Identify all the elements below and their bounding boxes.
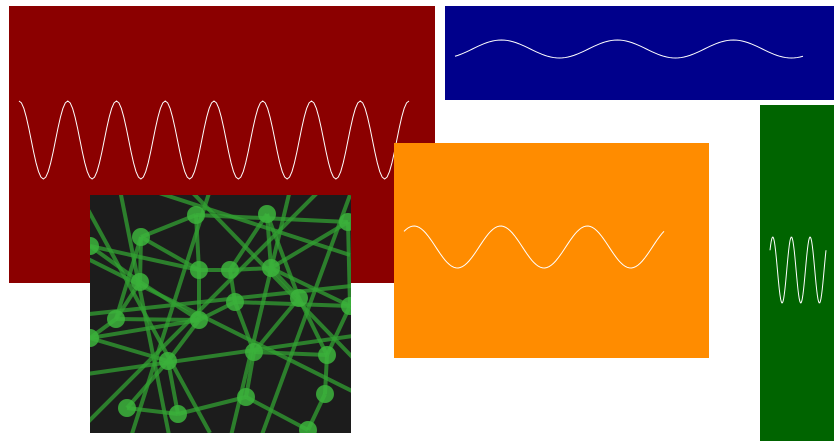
network-edge: [140, 213, 197, 239]
network-node: [90, 237, 99, 255]
network-node: [299, 421, 317, 433]
network-edge: [158, 195, 351, 257]
network-edge: [138, 280, 201, 322]
network-node: [118, 399, 136, 417]
network-node: [245, 343, 263, 361]
network-graph: [90, 195, 351, 433]
network-edge: [253, 350, 328, 357]
network-edge: [265, 213, 301, 299]
network-node: [237, 388, 255, 406]
green-sine-wave: [769, 236, 827, 304]
network-node: [169, 405, 187, 423]
network-node: [132, 228, 150, 246]
network-edge: [90, 244, 200, 272]
red-sine-wave: [18, 100, 410, 180]
network-edge: [192, 195, 351, 359]
network-node: [339, 213, 351, 231]
network-edge: [269, 220, 350, 270]
network-node: [131, 273, 149, 291]
network-edge: [260, 195, 351, 433]
green-wave-panel: [760, 105, 834, 441]
network-edge: [194, 214, 201, 271]
network-edge: [346, 221, 351, 307]
network-edge: [90, 244, 142, 284]
network-node: [262, 259, 280, 277]
network-edge: [177, 395, 247, 416]
network-graph-panel: [90, 195, 351, 433]
network-node: [258, 205, 276, 223]
network-edge: [325, 305, 351, 356]
network-node: [221, 261, 239, 279]
network-edge: [114, 236, 143, 320]
network-edge: [245, 395, 309, 432]
network-node: [190, 261, 208, 279]
blue-sine-wave: [454, 39, 804, 59]
network-node: [190, 311, 208, 329]
network-edge: [140, 235, 200, 272]
network-edge: [297, 297, 329, 356]
network-edge: [115, 317, 200, 322]
network-edge: [252, 296, 301, 354]
network-node: [107, 310, 125, 328]
orange-sine-wave: [403, 225, 665, 269]
network-node: [187, 206, 205, 224]
network-edge: [90, 336, 169, 363]
network-edge: [270, 266, 351, 308]
network-node: [341, 297, 351, 315]
network-node: [90, 329, 99, 347]
network-node: [159, 352, 177, 370]
network-edge: [265, 213, 273, 269]
network-node: [290, 289, 308, 307]
network-edge: [125, 359, 170, 410]
network-edge: [90, 334, 351, 376]
orange-wave-panel: [394, 143, 709, 358]
network-node: [226, 293, 244, 311]
network-edge: [228, 212, 269, 272]
network-node: [316, 385, 334, 403]
network-edge: [90, 318, 200, 340]
blue-wave-panel: [445, 6, 834, 100]
network-edge: [118, 195, 171, 433]
network-edge: [90, 195, 318, 423]
network-node: [318, 346, 336, 364]
